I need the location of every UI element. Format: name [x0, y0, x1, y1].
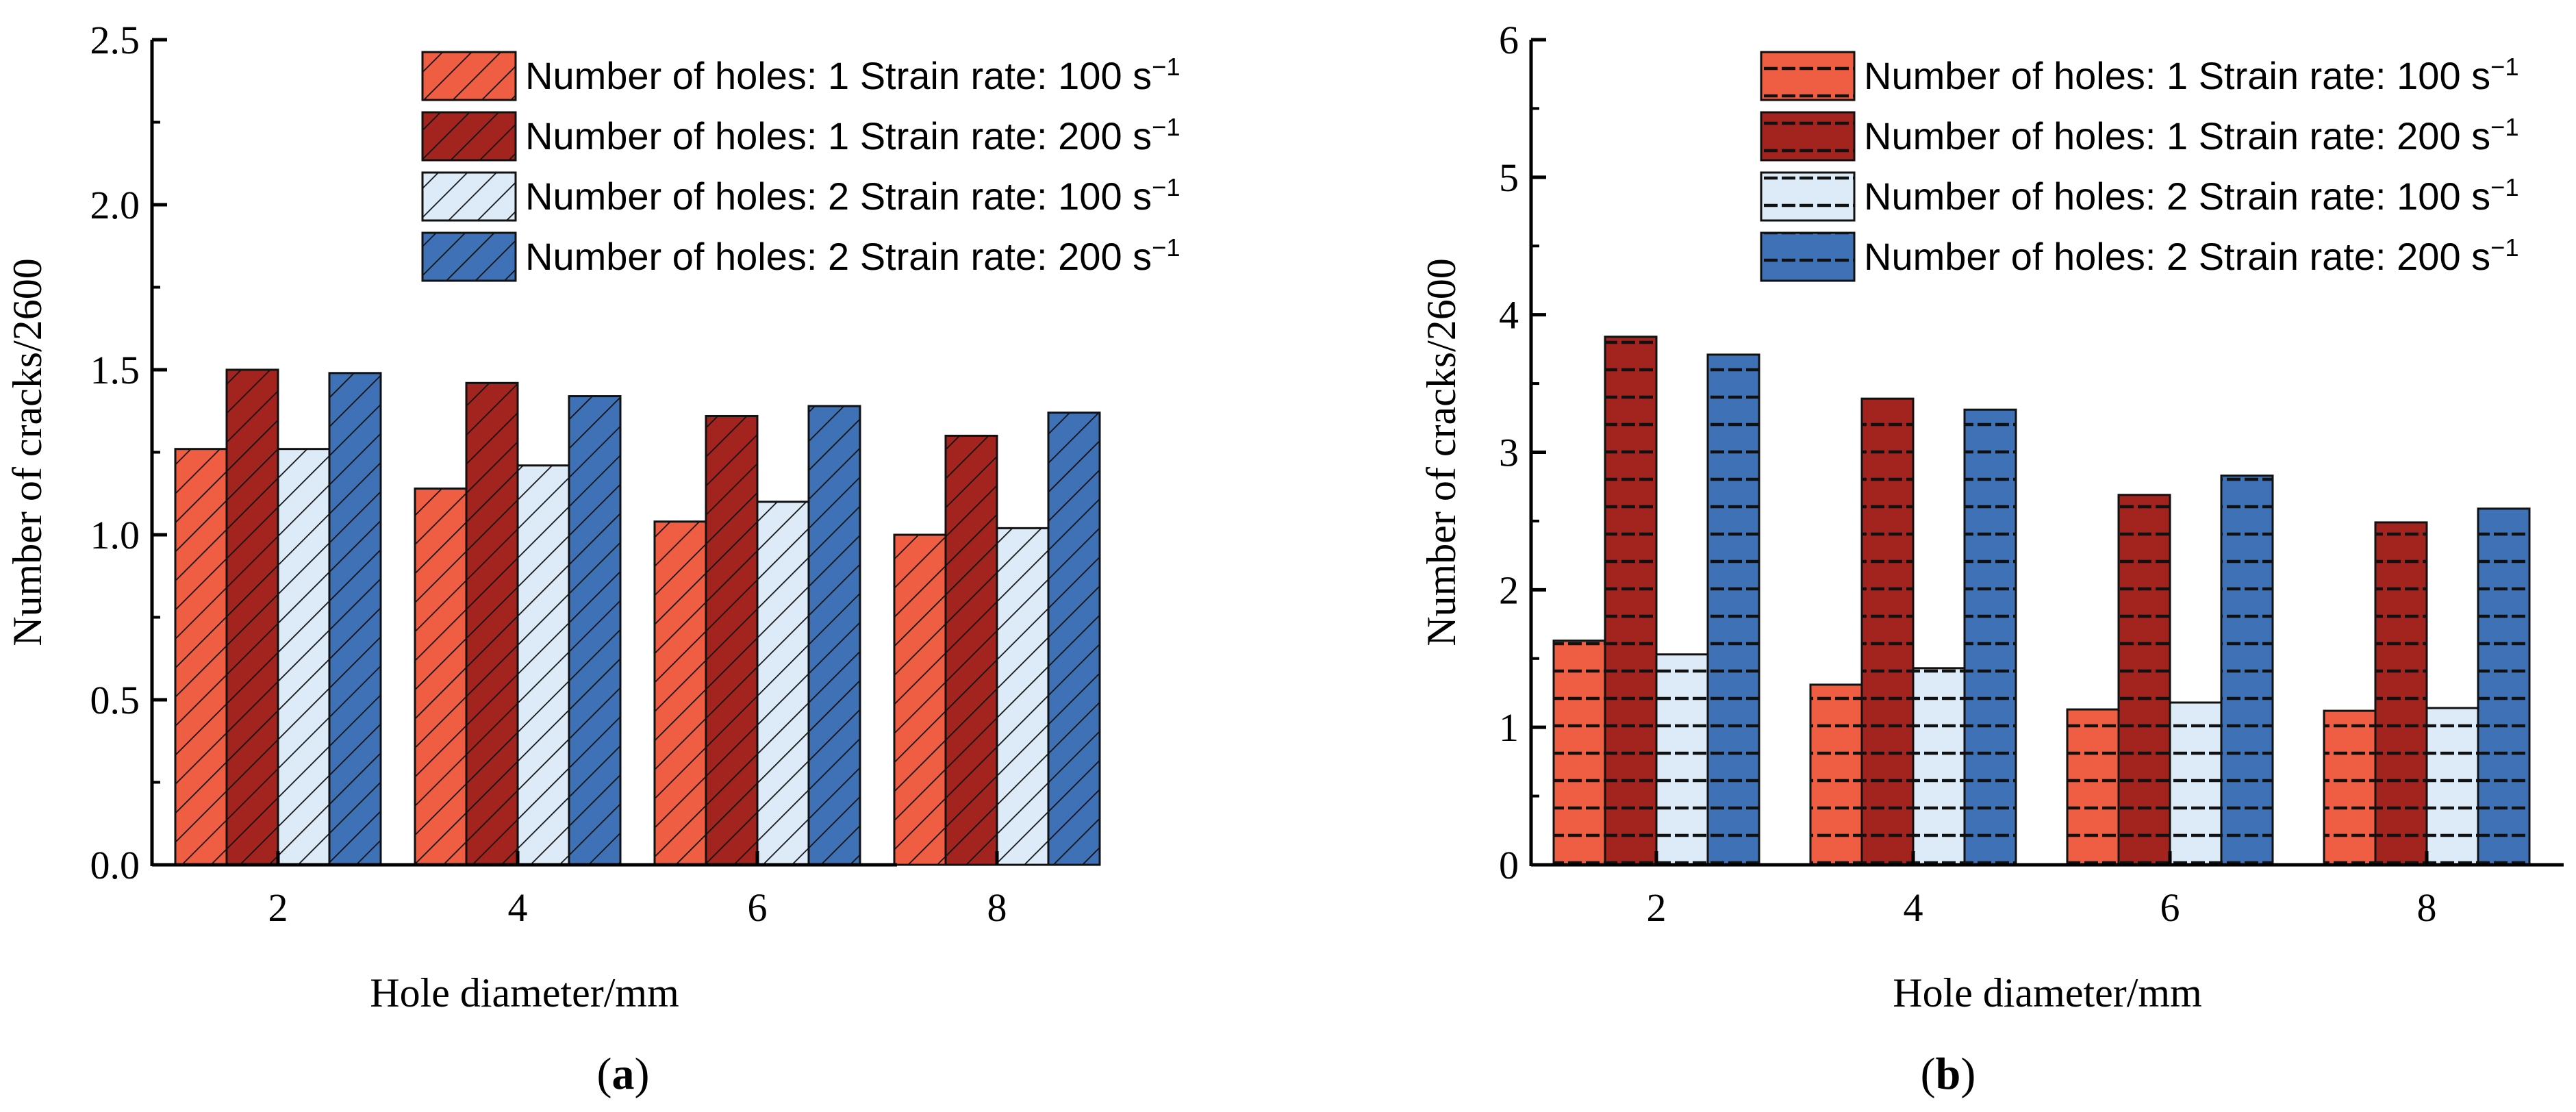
x-tick-label: 6	[2160, 885, 2180, 930]
x-tick-label: 8	[2417, 885, 2437, 930]
bar-pattern	[1810, 684, 1862, 865]
bar-pattern	[569, 396, 620, 865]
legend-swatch-pattern	[422, 52, 516, 100]
bar-pattern	[2170, 703, 2221, 865]
bar-pattern	[2067, 709, 2119, 865]
legend-swatch-pattern	[1761, 52, 1854, 100]
legend-label: Number of holes: 2 Strain rate: 100 s−1	[1864, 173, 2519, 218]
bar-pattern	[655, 521, 706, 865]
bar-pattern	[809, 406, 860, 865]
bar-pattern	[2427, 708, 2478, 865]
x-tick-label: 4	[508, 885, 528, 930]
legend-swatch-pattern	[1761, 173, 1854, 220]
bar-pattern	[706, 416, 757, 865]
bar-pattern	[1048, 412, 1100, 865]
bar-pattern	[1862, 399, 1913, 865]
y-tick-label: 4	[1499, 293, 1519, 338]
bar-pattern	[2478, 508, 2529, 865]
bar-pattern	[329, 372, 381, 865]
bar-pattern	[415, 488, 466, 865]
y-tick-label: 2.5	[90, 18, 140, 62]
x-axis-title: Hole diameter/mm	[370, 970, 679, 1015]
y-tick-label: 1	[1499, 705, 1519, 750]
bar-pattern	[1554, 640, 1605, 865]
bar-pattern	[175, 448, 227, 865]
legend-label: Number of holes: 1 Strain rate: 100 s−1	[525, 53, 1180, 98]
x-tick-label: 4	[1904, 885, 1923, 930]
x-tick-label: 6	[748, 885, 768, 930]
legend-label: Number of holes: 2 Strain rate: 100 s−1	[525, 173, 1180, 218]
y-tick-label: 1.0	[90, 513, 140, 557]
bar-pattern	[227, 370, 278, 865]
y-tick-label: 3	[1499, 431, 1519, 475]
legend-label: Number of holes: 2 Strain rate: 200 s−1	[525, 233, 1180, 279]
legend-swatch-pattern	[1761, 112, 1854, 160]
x-tick-label: 2	[268, 885, 288, 930]
y-tick-label: 5	[1499, 155, 1519, 200]
bar-pattern	[2221, 475, 2273, 865]
bar-pattern	[757, 501, 809, 865]
bar-pattern	[1708, 354, 1759, 865]
bar-pattern	[2375, 522, 2427, 865]
y-tick-label: 2.0	[90, 183, 140, 227]
bar-pattern	[2324, 711, 2375, 865]
y-tick-label: 0.5	[90, 678, 140, 722]
y-tick-label: 0	[1499, 843, 1519, 887]
bar-pattern	[518, 465, 569, 865]
y-tick-label: 2	[1499, 568, 1519, 612]
panel-label: (b)	[1921, 1049, 1976, 1099]
bar-pattern	[466, 383, 518, 865]
x-tick-label: 8	[987, 885, 1007, 930]
legend-label: Number of holes: 2 Strain rate: 200 s−1	[1864, 233, 2519, 279]
y-tick-label: 0.0	[90, 843, 140, 887]
chart-panel-b: 0 1 2 3 4 5 6 2 4 6 8 Hole diameter/mm Number of cra…	[1419, 18, 2564, 1099]
bar-pattern	[2119, 494, 2170, 865]
y-tick-label: 1.5	[90, 348, 140, 392]
bar-pattern	[1605, 336, 1656, 865]
legend-label: Number of holes: 1 Strain rate: 200 s−1	[1864, 113, 2519, 158]
y-axis-title: Number of cracks/2600	[5, 258, 50, 646]
chart-panel-a: 0.0 0.5 1.0 1.5 2.0 2.5 2 4 6 8 Hole diameter/mm Nu…	[5, 18, 1180, 1099]
bar-pattern	[1965, 409, 2016, 865]
x-axis-title: Hole diameter/mm	[1893, 970, 2202, 1015]
legend-label: Number of holes: 1 Strain rate: 100 s−1	[1864, 53, 2519, 98]
y-tick-label: 6	[1499, 18, 1519, 62]
bar-pattern	[1656, 654, 1708, 865]
bar-pattern	[278, 448, 329, 865]
x-tick-label: 2	[1647, 885, 1667, 930]
bar-pattern	[946, 435, 997, 865]
bar-pattern	[1913, 668, 1965, 865]
legend-swatch-pattern	[422, 112, 516, 160]
legend-swatch-pattern	[422, 233, 516, 281]
y-axis-title: Number of cracks/2600	[1419, 258, 1464, 646]
legend-swatch-pattern	[422, 173, 516, 220]
bar-pattern	[997, 528, 1048, 865]
panel-label: (a)	[597, 1049, 650, 1099]
legend-label: Number of holes: 1 Strain rate: 200 s−1	[525, 113, 1180, 158]
bar-pattern	[894, 535, 946, 865]
legend-swatch-pattern	[1761, 233, 1854, 281]
